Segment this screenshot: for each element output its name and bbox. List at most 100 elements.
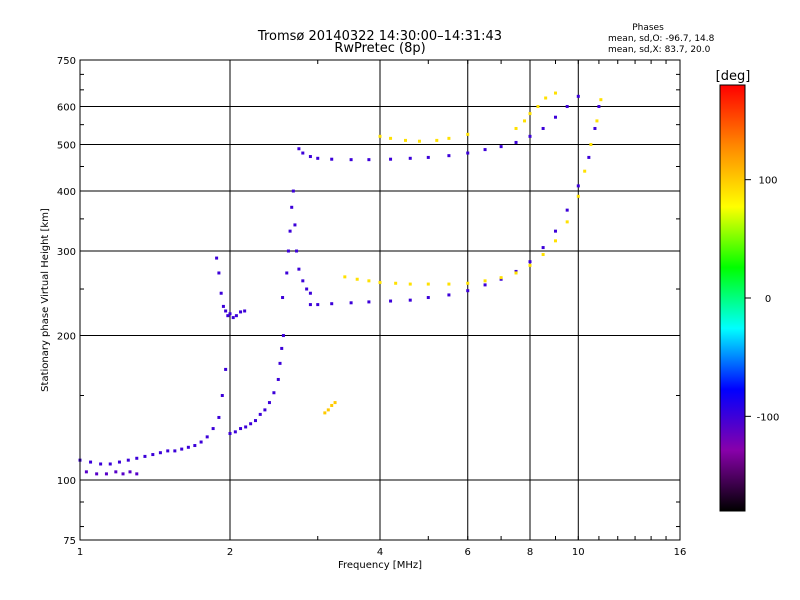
data-point: [333, 401, 337, 405]
data-point: [389, 299, 393, 303]
data-point: [224, 367, 228, 371]
data-point: [514, 140, 518, 144]
y-tick-label: 600: [57, 103, 76, 114]
data-point: [308, 155, 312, 159]
data-point: [466, 151, 470, 155]
data-point: [330, 157, 334, 161]
data-point: [84, 470, 88, 474]
data-point: [226, 314, 230, 318]
data-point: [243, 309, 247, 313]
data-point: [499, 276, 503, 280]
y-tick-label: 75: [63, 536, 76, 547]
colorbar-tick-label: -100: [757, 412, 780, 423]
data-point: [565, 220, 569, 224]
data-point: [281, 334, 285, 338]
data-point: [173, 449, 177, 453]
data-point: [224, 309, 228, 313]
data-point: [239, 310, 243, 314]
data-point: [330, 302, 334, 306]
data-point: [565, 208, 569, 212]
data-point: [499, 145, 503, 149]
data-point: [231, 316, 235, 320]
data-point: [166, 449, 170, 453]
data-point: [426, 282, 430, 286]
data-point: [286, 249, 290, 253]
data-point: [499, 277, 503, 281]
data-point: [285, 271, 289, 275]
data-point: [295, 249, 299, 253]
data-point: [589, 143, 593, 147]
x-tick-label: 8: [527, 547, 533, 558]
data-point: [576, 184, 580, 188]
data-point: [244, 425, 248, 429]
data-point: [221, 304, 225, 308]
data-point: [239, 427, 243, 431]
data-point: [483, 148, 487, 152]
data-point: [528, 263, 532, 267]
data-point: [253, 419, 257, 423]
data-point: [151, 453, 155, 457]
data-point: [417, 139, 421, 143]
data-point: [553, 239, 557, 243]
data-point: [143, 454, 147, 458]
data-point: [599, 98, 603, 102]
data-point: [403, 138, 407, 142]
data-point: [447, 293, 451, 297]
data-point: [595, 119, 599, 123]
data-point: [435, 138, 439, 142]
stats-heading: Phases: [632, 23, 664, 33]
stats-line-x: mean, sd,X: 83.7, 20.0: [608, 45, 711, 55]
data-point: [89, 460, 93, 464]
data-point: [258, 412, 262, 416]
data-point: [95, 472, 99, 476]
data-point: [228, 432, 232, 436]
data-point: [249, 422, 253, 426]
data-point: [536, 105, 540, 109]
data-point: [158, 451, 162, 455]
data-point: [234, 314, 238, 318]
data-point: [326, 408, 330, 412]
data-point: [217, 271, 221, 275]
data-point: [528, 134, 532, 138]
data-point: [305, 287, 309, 291]
data-point: [104, 472, 108, 476]
colorbar-tick-label: 100: [758, 176, 777, 187]
data-point: [367, 300, 371, 304]
chart-subtitle: RwPretec (8p): [334, 41, 425, 56]
data-point: [316, 303, 320, 307]
data-point: [541, 246, 545, 250]
data-point: [211, 427, 215, 431]
data-points: [78, 91, 603, 476]
data-point: [587, 155, 591, 159]
data-point: [316, 156, 320, 160]
data-point: [205, 435, 209, 439]
data-point: [308, 303, 312, 307]
data-point: [378, 134, 382, 138]
data-point: [447, 154, 451, 158]
data-point: [466, 132, 470, 136]
data-point: [276, 377, 280, 381]
data-point: [523, 119, 527, 123]
y-axis: 75 100 200 300 400 500 600 750: [57, 56, 680, 547]
data-point: [217, 415, 221, 419]
y-axis-label: Stationary phase Virtual Height [km]: [40, 208, 51, 392]
data-point: [288, 229, 292, 233]
x-tick-label: 4: [377, 547, 383, 558]
data-point: [186, 445, 190, 449]
colorbar-tick-label: 0: [765, 294, 771, 305]
data-point: [553, 229, 557, 233]
data-point: [267, 401, 271, 405]
data-point: [301, 279, 305, 283]
y-tick-label: 100: [57, 476, 76, 487]
data-point: [330, 403, 334, 407]
data-point: [597, 105, 601, 109]
data-point: [408, 282, 412, 286]
data-point: [394, 281, 398, 285]
data-point: [514, 126, 518, 130]
data-point: [541, 126, 545, 130]
data-point: [389, 157, 393, 161]
data-point: [215, 256, 219, 260]
data-point: [180, 447, 184, 451]
data-point: [272, 391, 276, 395]
